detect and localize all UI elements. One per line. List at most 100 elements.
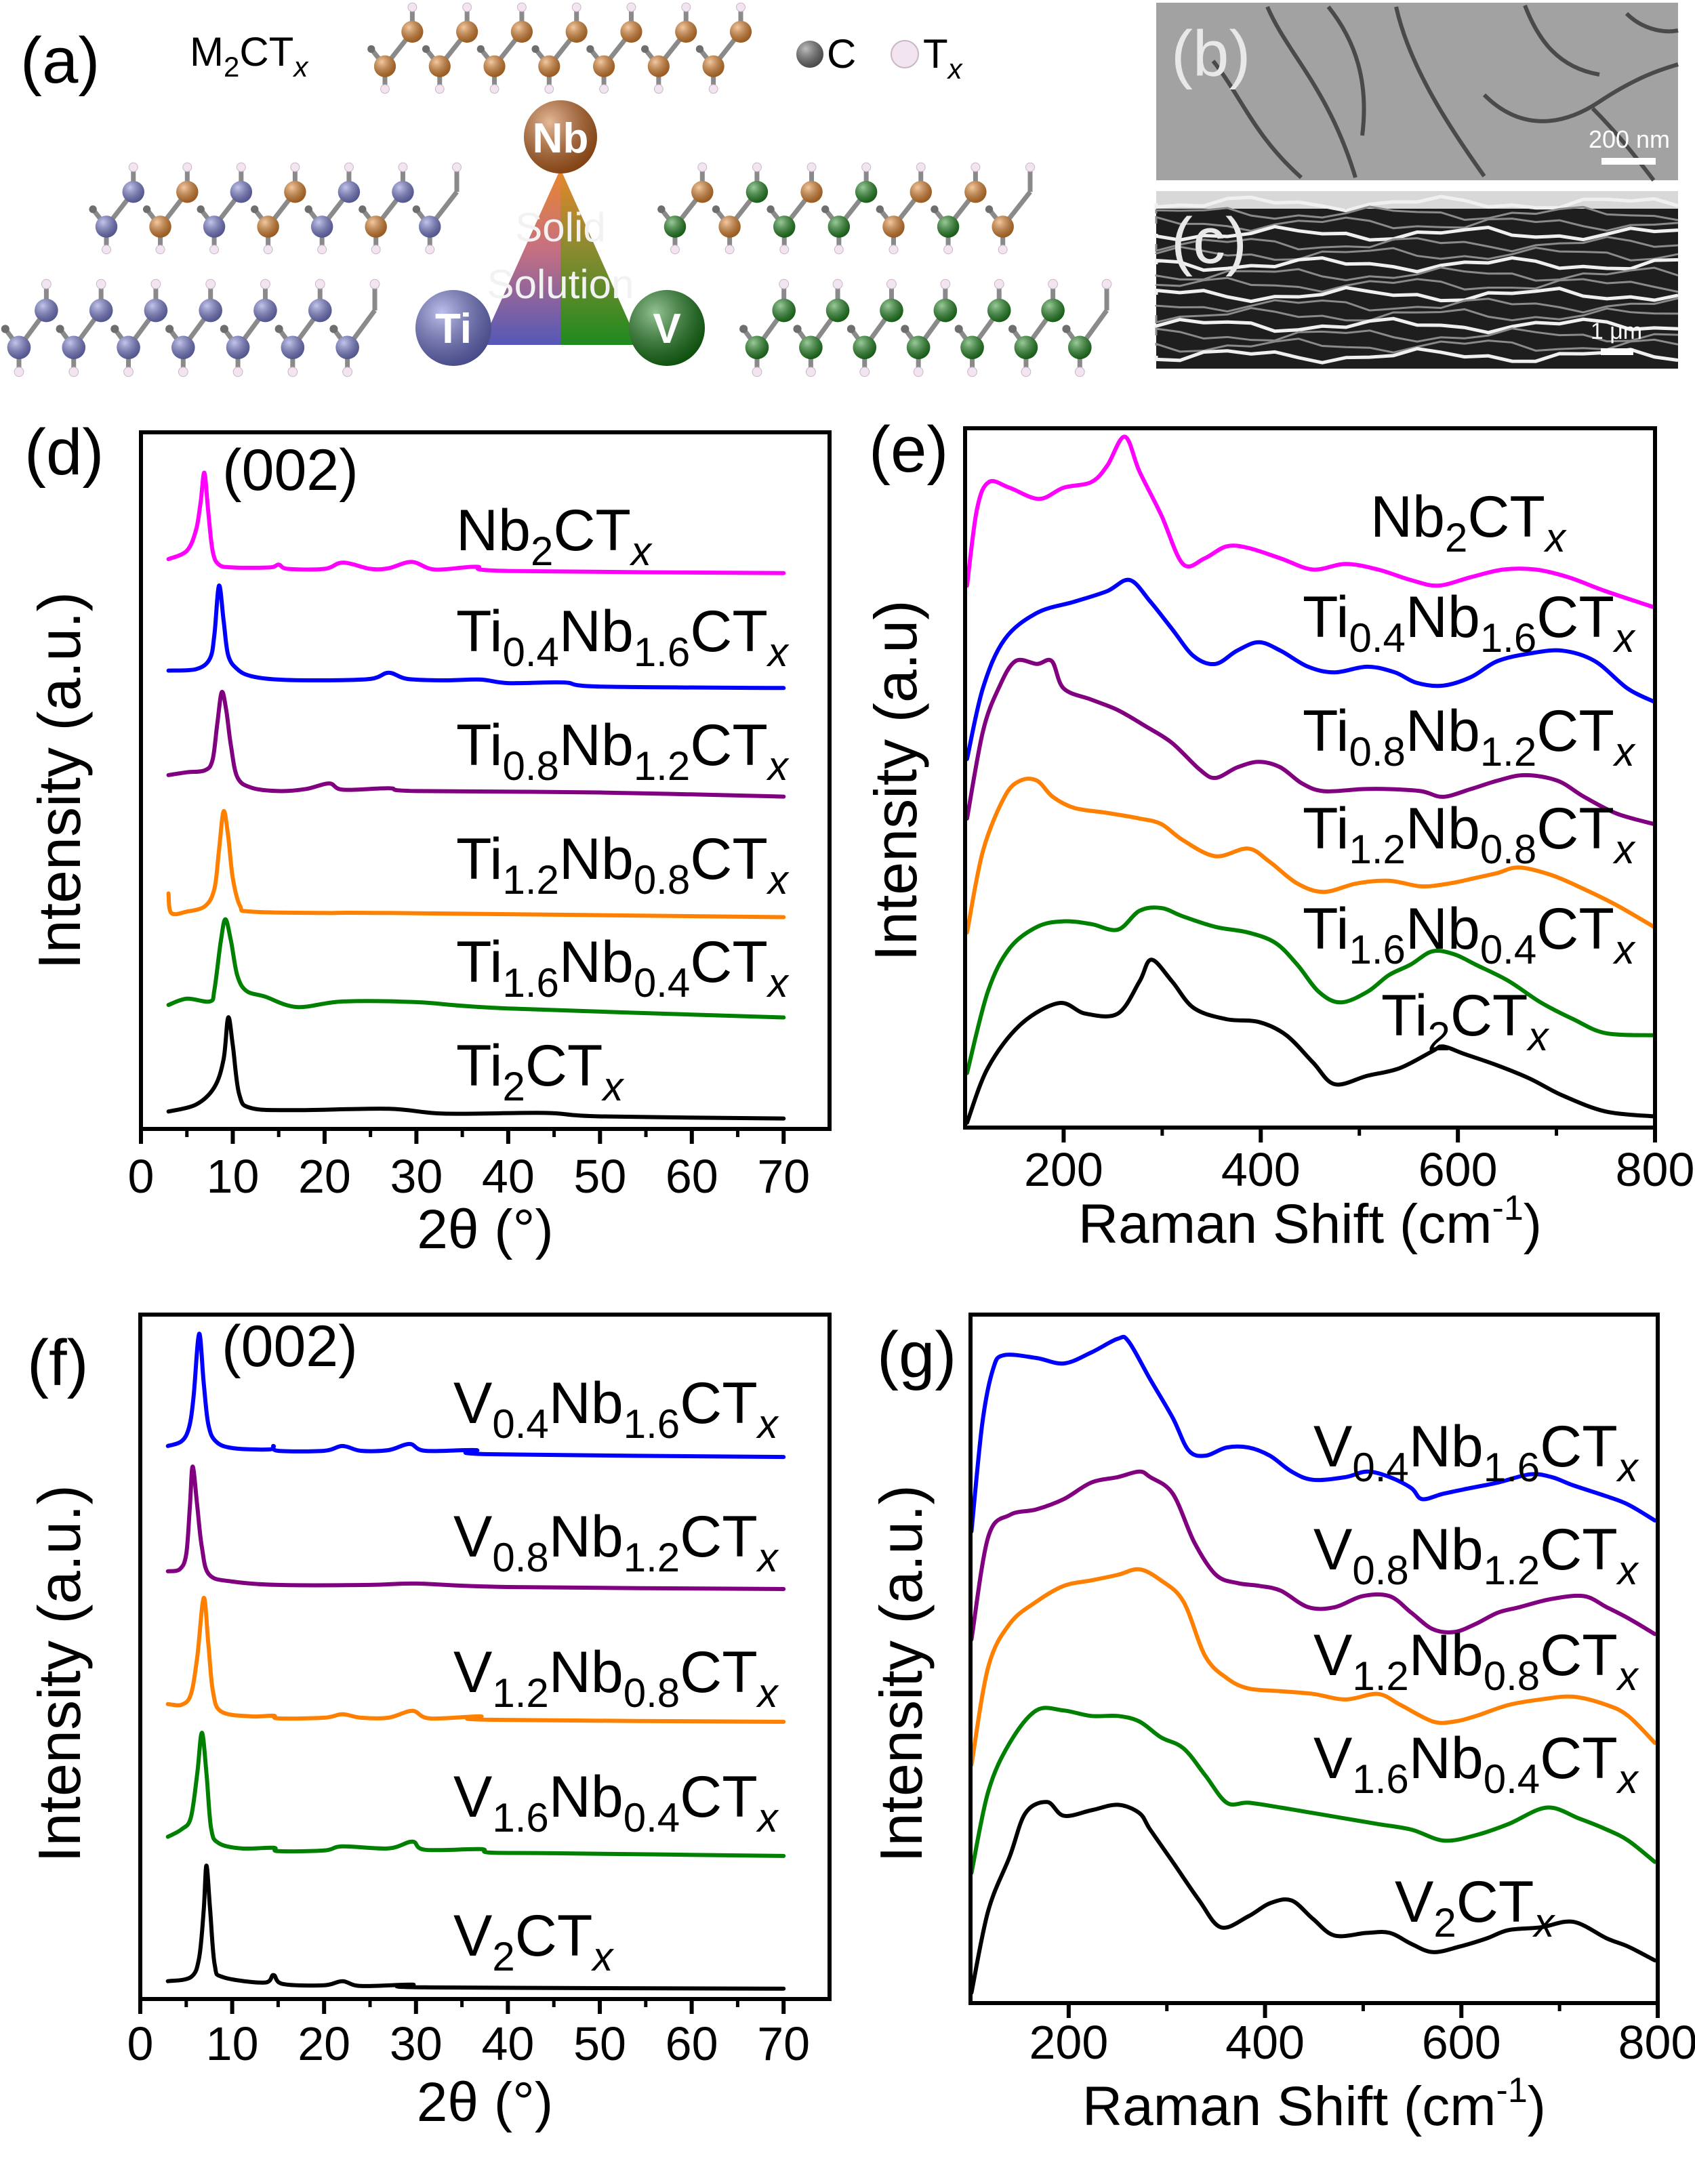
termination-atom (752, 162, 762, 172)
series-line (969, 1706, 1657, 1875)
formula-part: V (1313, 1726, 1352, 1791)
series-label: Nb2​CTx​ (456, 498, 653, 574)
termination-atom (1025, 162, 1035, 172)
formula-part: Nb (456, 498, 531, 563)
plot-frame (963, 426, 1657, 1130)
termination-atom (736, 2, 746, 12)
panel-letter: (g) (877, 1319, 956, 1391)
carbon-atom (367, 45, 375, 53)
subscript: x (766, 960, 790, 1006)
series-label: V1.6​Nb0.4​CTx​ (453, 1765, 779, 1840)
termination-atom (832, 279, 843, 289)
y-axis-title: Intensity (a.u.) (26, 592, 93, 970)
series-line (964, 657, 1656, 827)
termination-atom (489, 84, 499, 94)
x-tick-label: 50 (573, 2017, 626, 2070)
termination-atom (544, 84, 554, 94)
formula-part: V (453, 1903, 492, 1969)
subscript: 0.8 (1484, 1653, 1540, 1699)
carbon-atom (739, 325, 748, 333)
sem-layer-streak (1154, 316, 1679, 335)
subscript: 0.4 (1352, 1445, 1408, 1490)
metal-atom-shading (729, 20, 752, 43)
carbon-atom (359, 205, 367, 213)
ti-ball-label: Ti (435, 306, 472, 352)
series-line (969, 1800, 1657, 1995)
subscript: x (1612, 729, 1636, 775)
subscript: x (600, 1064, 624, 1109)
series-line (165, 1596, 786, 1724)
subscript: x (756, 1670, 779, 1716)
metal-atom-shading (310, 215, 333, 238)
subscript: 1.6 (1484, 1445, 1540, 1490)
scale-bar-1um (1601, 348, 1633, 355)
series-label: V1.6​Nb0.4​CTx​ (1313, 1726, 1639, 1802)
metal-atom-shading (937, 215, 960, 238)
formula-part: Nb (559, 930, 634, 995)
formula-part: Ti (456, 713, 502, 778)
metal-atom-shading (62, 335, 86, 360)
subscript: x (756, 1401, 779, 1447)
metal-atom-shading (117, 335, 140, 360)
sem-layer-streak (1154, 256, 1679, 274)
formula-part: CT (1536, 897, 1614, 962)
carbon-atom (274, 325, 283, 333)
chart-panel-e: Nb2​CTx​ Ti0.4​Nb1.6​CTx​ Ti0.8​Nb1.2​CTx​… (862, 413, 1694, 1255)
carbon-atom (586, 45, 594, 53)
metal-atom-shading (335, 335, 359, 360)
metal-atom-shading (199, 298, 222, 323)
termination-atom-icon (891, 40, 919, 68)
panel-letter: (e) (869, 413, 948, 486)
mxene-lattice (89, 162, 462, 255)
subscript: 0.8 (492, 1535, 548, 1580)
subscript: x (1616, 1756, 1639, 1802)
termination-atom (913, 367, 924, 377)
termination-atom (994, 279, 1004, 289)
subscript: 1.6 (634, 630, 690, 675)
carbon-atom (142, 205, 151, 213)
formula-part: V (453, 1371, 492, 1436)
triangle-text-solution: Solution (487, 262, 634, 307)
x-tick-label: 40 (481, 2017, 534, 2070)
formula-part: Ti (456, 1033, 502, 1098)
metal-atom-shading (647, 55, 670, 77)
formula-part: CT (239, 29, 293, 75)
sem-layer-streak (1155, 337, 1679, 354)
metal-atom-shading (565, 20, 588, 43)
termination-atom (889, 245, 899, 255)
termination-atom (287, 367, 298, 377)
panel-letter: (d) (24, 416, 104, 489)
termination-atom (670, 245, 680, 255)
termination-atom (886, 279, 897, 289)
x-tick-label: 800 (1618, 2016, 1695, 2069)
subscript: 2 (502, 1064, 525, 1109)
formula-part: Nb (549, 1504, 624, 1569)
metal-atom-shading (538, 55, 560, 77)
series-label: Ti1.2​Nb0.8​CTx​ (1303, 796, 1636, 872)
formula-part: CT (680, 1765, 758, 1830)
series-label: V2​CTx​ (1395, 1870, 1555, 1945)
series-label: V0.8​Nb1.2​CTx​ (453, 1504, 779, 1580)
termination-atom (263, 245, 273, 255)
metal-atom-shading (855, 181, 878, 203)
sem-layer-streak (1154, 346, 1679, 365)
subscript: 1.2 (492, 1670, 548, 1716)
formula-part: CT (690, 930, 768, 995)
formula-part: V (453, 1640, 492, 1705)
metal-atom-shading (987, 298, 1011, 323)
termination-atom (1021, 367, 1032, 377)
x-tick-label: 800 (1616, 1143, 1695, 1196)
mxene-lattices (1, 2, 1112, 377)
metal-atom-shading (675, 20, 697, 43)
termination-atom (779, 245, 790, 255)
series-label: Ti1.2​Nb0.8​CTx​ (456, 827, 790, 903)
metal-atom-shading (373, 55, 396, 77)
subscript: 2 (1445, 515, 1467, 560)
subscript: 2 (531, 529, 553, 574)
subscript: 1.2 (1349, 827, 1405, 872)
series-label: Nb2​CTx​ (1370, 485, 1567, 560)
triangle-text-solid: Solid (515, 205, 605, 250)
formula-part: CT (1540, 1517, 1618, 1582)
metal-atom-shading (620, 20, 642, 43)
